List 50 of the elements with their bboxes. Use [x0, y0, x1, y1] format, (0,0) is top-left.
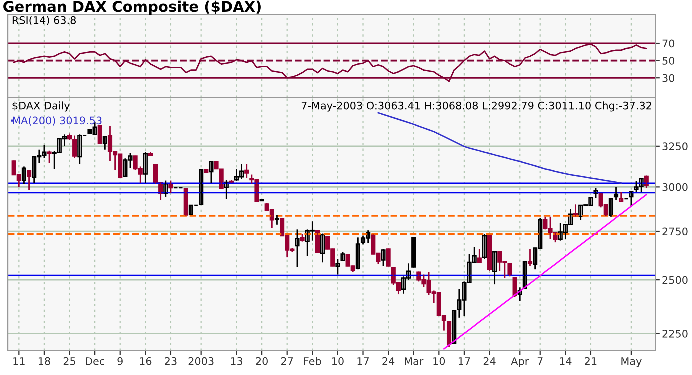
candlestick [412, 236, 416, 268]
x-tick-label: 21 [585, 357, 597, 366]
x-tick-label: Dec [86, 358, 104, 366]
y-tick-label: 3000 [662, 183, 688, 192]
annotation: $DAX Daily [12, 102, 70, 112]
candlestick [98, 124, 102, 145]
line-series [378, 112, 622, 184]
x-tick-label: 7 [538, 358, 543, 366]
x-tick-label: May [622, 358, 642, 368]
candlestick [153, 164, 158, 185]
chart-title: German DAX Composite ($DAX) [4, 0, 261, 15]
x-tick-label: Feb [304, 357, 322, 366]
x-tick-label: 17 [458, 358, 470, 366]
x-tick-label: Mar [405, 358, 424, 366]
x-tick-label: 10 [332, 357, 344, 366]
y-tick-label: 50 [662, 57, 675, 65]
x-tick-label: 11 [14, 358, 25, 366]
annotation: RSI(14) 63.8 [12, 16, 76, 26]
x-tick-label: 27 [281, 357, 294, 366]
x-tick-label: 2003 [188, 357, 214, 366]
candlestick [188, 204, 194, 216]
x-tick-label: 16 [140, 357, 152, 366]
x-tick-label: 17 [358, 358, 369, 366]
x-tick-label: 23 [165, 357, 177, 366]
x-tick-label: 20 [256, 357, 268, 366]
y-tick-label: 70 [662, 40, 675, 48]
x-tick-label: 18 [38, 357, 50, 366]
candlestick [315, 230, 320, 254]
x-tick-label: 24 [484, 357, 496, 366]
candlestick [336, 258, 340, 276]
candlestick [522, 260, 528, 290]
candlestick [184, 188, 188, 217]
candlestick [386, 248, 391, 268]
y-tick-label: 2250 [662, 330, 688, 338]
x-tick-label: 13 [231, 357, 243, 366]
y-tick-label: 30 [662, 74, 675, 82]
x-tick-label: 25 [64, 357, 76, 366]
y-tick-label: 2500 [662, 276, 688, 284]
candlestick [204, 168, 209, 174]
annotation: 7-May-2003 O:3063.41 H:3068.08 L:2992.79 C:3011.10 Chg:-37.32 [302, 102, 652, 112]
x-tick-label: 24 [382, 357, 395, 366]
y-tick-label: 3250 [662, 142, 688, 151]
x-tick-label: Apr [511, 358, 530, 368]
x-tick-label: 10 [434, 357, 446, 366]
y-tick-label: 2750 [662, 228, 688, 236]
x-tick-label: 9 [118, 357, 123, 366]
line-series [444, 194, 648, 350]
x-tick-label: 14 [560, 358, 572, 366]
candlestick [381, 248, 386, 267]
legend-label: MA(200) 3019.53 [13, 116, 102, 126]
